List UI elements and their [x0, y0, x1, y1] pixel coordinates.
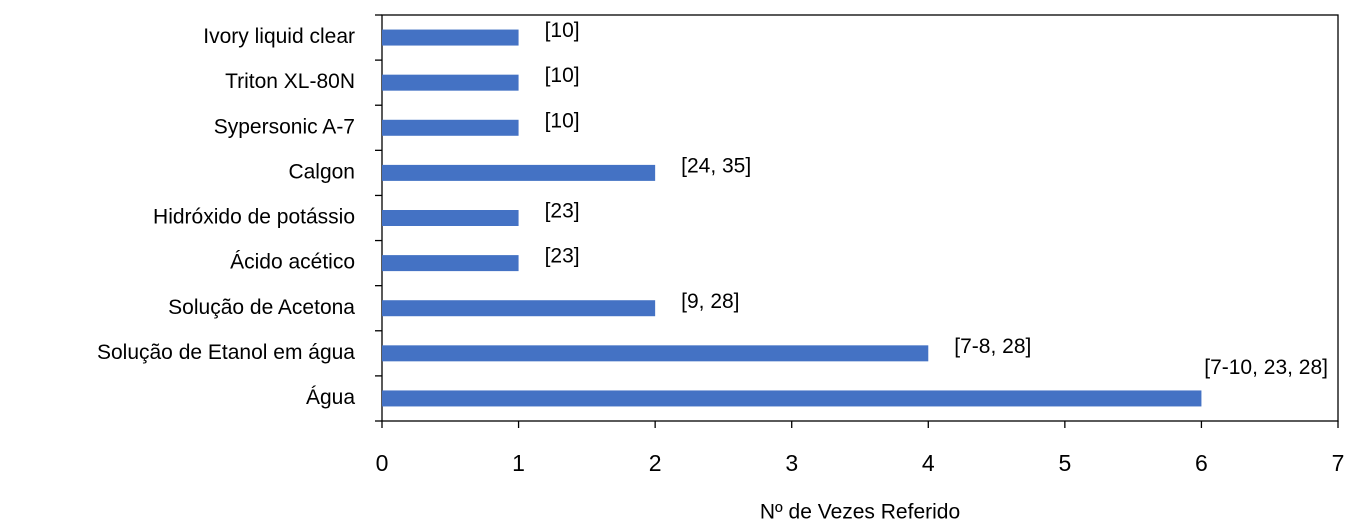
x-tick-label: 3: [785, 450, 798, 476]
x-tick-label: 6: [1195, 450, 1208, 476]
x-tick-label: 1: [512, 450, 525, 476]
y-tick-label: Água: [306, 386, 355, 409]
annotation: [7-10, 23, 28]: [1204, 356, 1328, 379]
y-tick-label: Sypersonic A-7: [214, 115, 355, 138]
x-tick-label: 7: [1332, 450, 1345, 476]
y-tick-label: Solução de Acetona: [168, 296, 355, 319]
bar: [382, 74, 519, 91]
y-tick-label: Solução de Etanol em água: [97, 341, 355, 364]
annotation: [24, 35]: [681, 154, 751, 177]
annotation: [10]: [545, 109, 580, 132]
bar: [382, 119, 519, 136]
bar: [382, 255, 519, 272]
annotation: [10]: [545, 19, 580, 42]
annotation: [9, 28]: [681, 290, 739, 313]
x-tick-label: 4: [922, 450, 935, 476]
bar: [382, 29, 519, 46]
bar: [382, 345, 929, 362]
annotation: [7-8, 28]: [954, 335, 1031, 358]
bar: [382, 390, 1202, 407]
annotation: [23]: [545, 200, 580, 223]
y-tick-label: Triton XL-80N: [225, 70, 355, 93]
y-tick-label: Ácido acético: [230, 251, 355, 274]
bar: [382, 210, 519, 226]
annotation: [10]: [545, 64, 580, 87]
y-tick-label: Ivory liquid clear: [203, 25, 355, 48]
bar: [382, 164, 656, 181]
x-tick-label: 2: [649, 450, 662, 476]
annotation: [23]: [545, 245, 580, 268]
y-tick-label: Hidróxido de potássio: [153, 206, 355, 229]
bar: [382, 300, 656, 317]
x-axis-title: Nº de Vezes Referido: [760, 501, 960, 524]
x-tick-label: 5: [1058, 450, 1071, 476]
y-tick-label: Calgon: [288, 160, 355, 183]
x-tick-label: 0: [376, 450, 389, 476]
